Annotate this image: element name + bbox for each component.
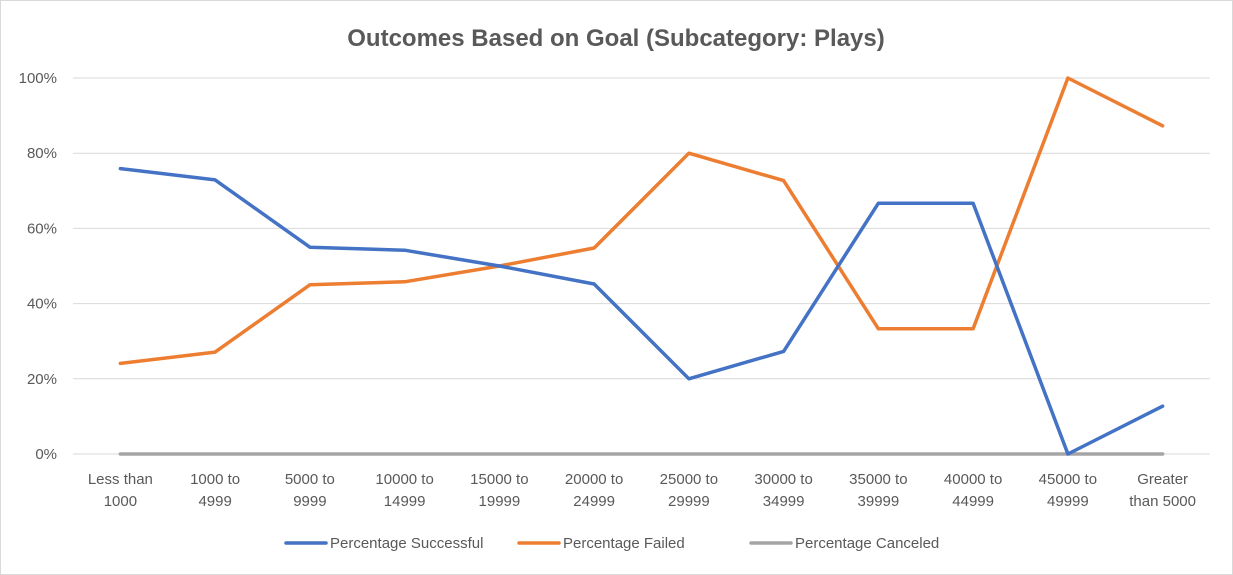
x-tick-label-line: 1000: [104, 493, 137, 510]
x-tick-label: Less than 1000: [88, 471, 153, 510]
x-tick-label: 45000 to 49999: [1039, 471, 1097, 510]
y-tick-label: 80%: [27, 145, 57, 162]
y-tick-label: 60%: [27, 220, 57, 237]
x-tick-label-line: 39999: [858, 493, 900, 510]
x-tick-label-line: 10000 to: [375, 471, 433, 488]
x-tick-label-line: 24999: [573, 493, 615, 510]
x-tick-label: 15000 to 19999: [470, 471, 528, 510]
legend-item: Percentage Canceled: [749, 535, 939, 552]
y-tick-label: 40%: [27, 296, 57, 313]
y-tick-label: 100%: [19, 70, 57, 87]
x-tick-label-line: 35000 to: [849, 471, 907, 488]
x-tick-label-line: 5000 to: [285, 471, 335, 488]
legend-label: Percentage Canceled: [795, 535, 939, 552]
x-tick-label-line: 20000 to: [565, 471, 623, 488]
x-tick-label: 20000 to 24999: [565, 471, 623, 510]
x-tick-label: Greater than 5000: [1129, 471, 1196, 510]
legend-item: Percentage Successful: [284, 535, 483, 552]
y-tick-label: 20%: [27, 371, 57, 388]
series-lines: [118, 76, 1165, 456]
x-tick-label-line: 19999: [479, 493, 521, 510]
legend-label: Percentage Successful: [330, 535, 483, 552]
x-tick-label-line: 14999: [384, 493, 426, 510]
legend-label: Percentage Failed: [563, 535, 685, 552]
x-tick-label-line: 15000 to: [470, 471, 528, 488]
x-tick-label-line: 9999: [293, 493, 326, 510]
y-tick-label: 0%: [35, 446, 57, 463]
x-tick-label-line: 34999: [763, 493, 805, 510]
x-tick-label-line: 45000 to: [1039, 471, 1097, 488]
legend: Percentage Successful Percentage Failed Pe…: [284, 535, 939, 552]
x-tick-label-line: 49999: [1047, 493, 1089, 510]
x-tick-label-line: Greater: [1137, 471, 1188, 488]
y-axis-tick-labels: 0% 20% 40% 60% 80% 100%: [19, 70, 57, 463]
x-tick-label: 10000 to 14999: [375, 471, 433, 510]
x-tick-label: 40000 to 44999: [944, 471, 1002, 510]
x-tick-label-line: 30000 to: [754, 471, 812, 488]
x-tick-label: 35000 to 39999: [849, 471, 907, 510]
series-line-percentage-successful: [118, 166, 1165, 456]
x-tick-label-line: Less than: [88, 471, 153, 488]
chart-title: Outcomes Based on Goal (Subcategory: Pla…: [347, 25, 884, 52]
gridlines: [73, 77, 1210, 455]
x-tick-label-line: than 5000: [1129, 493, 1196, 510]
x-tick-label: 30000 to 34999: [754, 471, 812, 510]
legend-item: Percentage Failed: [517, 535, 685, 552]
x-tick-label-line: 25000 to: [660, 471, 718, 488]
x-tick-label-line: 44999: [952, 493, 994, 510]
x-tick-label: 1000 to 4999: [190, 471, 240, 510]
x-tick-label: 25000 to 29999: [660, 471, 718, 510]
x-axis-tick-labels: Less than 1000 1000 to 4999 5000 to 9999 10000…: [88, 471, 1196, 510]
x-tick-label-line: 29999: [668, 493, 710, 510]
x-tick-label-line: 1000 to: [190, 471, 240, 488]
x-tick-label: 5000 to 9999: [285, 471, 335, 510]
series-line-percentage-failed: [118, 76, 1165, 366]
x-tick-label-line: 40000 to: [944, 471, 1002, 488]
x-tick-label-line: 4999: [198, 493, 231, 510]
